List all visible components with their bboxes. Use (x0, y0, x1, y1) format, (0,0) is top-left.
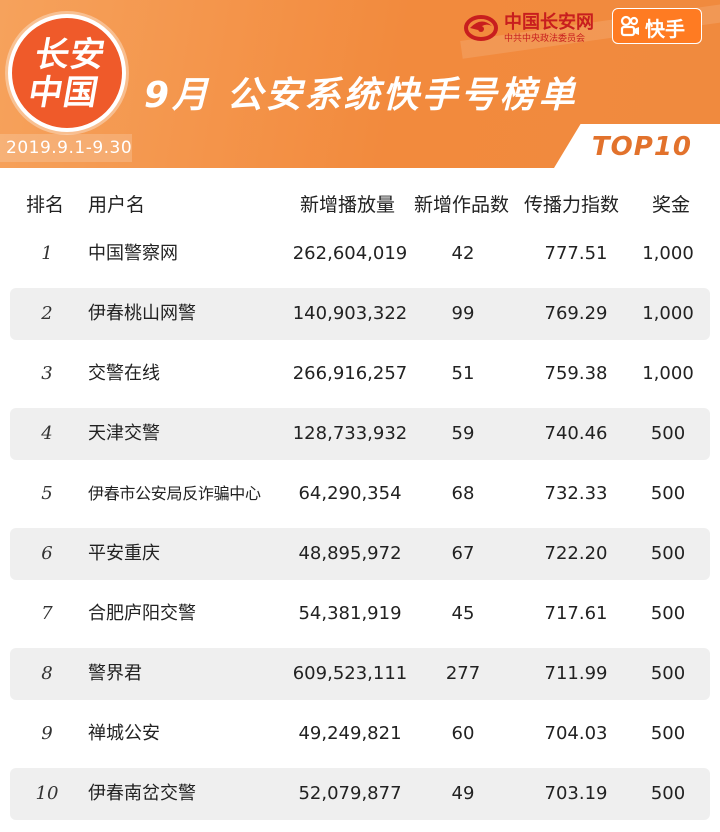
row-prize: 500 (650, 603, 686, 624)
header-prize: 奖金 (652, 194, 691, 216)
row-plays: 128,733,932 (292, 423, 408, 444)
page-title: 9月 公安系统快手号榜单 (144, 75, 578, 116)
row-plays: 54,381,919 (298, 603, 402, 624)
row-user: 伊春市公安局反诈骗中心 (88, 484, 261, 503)
row-user: 警界君 (88, 663, 142, 684)
row-rank: 8 (41, 663, 53, 684)
header-rank: 排名 (26, 194, 65, 216)
row-works: 277 (445, 663, 481, 684)
chinapeace-brand: 中国长安网 中共中央政法委员会 (464, 8, 604, 44)
table-row: 2 伊春桃山网警 140,903,322 99 769.29 1,000 (10, 288, 710, 340)
row-user: 合肥庐阳交警 (88, 603, 196, 624)
header-plays: 新增播放量 (300, 194, 396, 216)
row-prize: 500 (650, 783, 686, 804)
row-works: 42 (451, 243, 475, 264)
row-index: 717.61 (544, 603, 608, 624)
top10-tab: TOP10 (554, 124, 720, 168)
table-header: 排名 用户名 新增播放量 新增作品数 传播力指数 奖金 (0, 190, 720, 220)
table-row: 10 伊春南岔交警 52,079,877 49 703.19 500 (10, 768, 710, 820)
table-row: 6 平安重庆 48,895,972 67 722.20 500 (10, 528, 710, 580)
header-user: 用户名 (88, 194, 146, 216)
row-works: 67 (451, 543, 475, 564)
row-index: 722.20 (544, 543, 608, 564)
row-rank: 1 (41, 243, 53, 264)
table-row: 4 天津交警 128,733,932 59 740.46 500 (10, 408, 710, 460)
row-prize: 500 (650, 723, 686, 744)
row-prize: 500 (650, 423, 686, 444)
top10-label: TOP10 (591, 132, 692, 162)
row-works: 99 (451, 303, 475, 324)
logo-line-2: 中国 (25, 73, 103, 113)
header-banner: 长安 中国 9月 公安系统快手号榜单 2019.9.1-9.30 TOP10 中… (0, 0, 720, 168)
table-row: 7 合肥庐阳交警 54,381,919 45 717.61 500 (10, 588, 710, 640)
row-rank: 9 (41, 723, 53, 744)
row-works: 60 (451, 723, 475, 744)
row-user: 伊春南岔交警 (88, 783, 196, 804)
row-rank: 10 (35, 783, 59, 804)
row-rank: 5 (41, 483, 53, 504)
row-works: 45 (451, 603, 475, 624)
date-range: 2019.9.1-9.30 (6, 138, 133, 158)
row-plays: 140,903,322 (292, 303, 408, 324)
row-user: 天津交警 (88, 423, 160, 444)
date-strip: 2019.9.1-9.30 (0, 134, 132, 162)
logo-text: 长安 中国 (5, 35, 128, 113)
row-works: 59 (451, 423, 475, 444)
brand-subtitle: 中共中央政法委员会 (504, 34, 586, 44)
row-prize: 1,000 (642, 243, 694, 264)
row-index: 769.29 (544, 303, 608, 324)
row-index: 759.38 (544, 363, 608, 384)
row-prize: 500 (650, 543, 686, 564)
table-row: 9 禅城公安 49,249,821 60 704.03 500 (10, 708, 710, 760)
changan-logo: 长安 中国 (8, 14, 126, 132)
table-row: 5 伊春市公安局反诈骗中心 64,290,354 68 732.33 500 (10, 468, 710, 520)
kuaishou-label: 快手 (645, 17, 685, 41)
row-plays: 49,249,821 (298, 723, 402, 744)
row-index: 732.33 (544, 483, 608, 504)
chinapeace-swirl-icon (464, 15, 498, 41)
table-row: 3 交警在线 266,916,257 51 759.38 1,000 (10, 348, 710, 400)
row-plays: 609,523,111 (292, 663, 408, 684)
row-works: 49 (451, 783, 475, 804)
row-index: 711.99 (544, 663, 608, 684)
kuaishou-icon (620, 15, 639, 37)
row-index: 704.03 (544, 723, 608, 744)
row-rank: 6 (41, 543, 53, 564)
row-plays: 48,895,972 (298, 543, 402, 564)
row-plays: 262,604,019 (292, 243, 408, 264)
kuaishou-badge: 快手 (612, 8, 702, 44)
row-index: 777.51 (544, 243, 608, 264)
row-index: 740.46 (544, 423, 608, 444)
table-row: 1 中国警察网 262,604,019 42 777.51 1,000 (10, 228, 710, 280)
row-rank: 3 (41, 363, 53, 384)
row-works: 68 (451, 483, 475, 504)
header-works: 新增作品数 (414, 194, 510, 216)
row-rank: 2 (41, 303, 53, 324)
row-prize: 500 (650, 483, 686, 504)
row-index: 703.19 (544, 783, 608, 804)
row-user: 伊春桃山网警 (88, 303, 196, 324)
row-plays: 266,916,257 (292, 363, 408, 384)
header-index: 传播力指数 (524, 194, 620, 216)
row-works: 51 (451, 363, 475, 384)
row-prize: 1,000 (642, 303, 694, 324)
row-prize: 1,000 (642, 363, 694, 384)
brand-name: 中国长安网 (504, 12, 594, 33)
row-rank: 4 (41, 423, 53, 444)
row-user: 平安重庆 (88, 543, 160, 564)
logo-line-1: 长安 (31, 35, 109, 75)
row-plays: 64,290,354 (298, 483, 402, 504)
row-prize: 500 (650, 663, 686, 684)
row-user: 交警在线 (88, 363, 160, 384)
row-rank: 7 (41, 603, 53, 624)
row-user: 中国警察网 (88, 243, 178, 264)
row-user: 禅城公安 (88, 723, 160, 744)
row-plays: 52,079,877 (298, 783, 402, 804)
table-row: 8 警界君 609,523,111 277 711.99 500 (10, 648, 710, 700)
